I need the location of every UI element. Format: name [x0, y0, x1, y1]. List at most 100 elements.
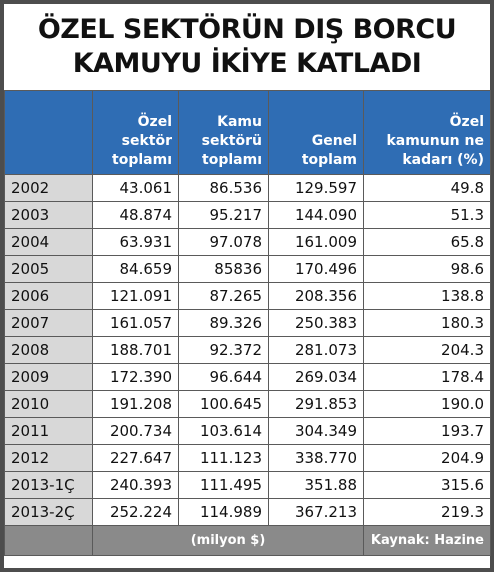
year-cell: 2011 [4, 417, 93, 445]
header-text: Özel [449, 114, 484, 130]
header-text: Kamu [217, 114, 262, 130]
year-cell: 2013-1Ç [4, 471, 93, 499]
table-row: 2008 188.701 92.372 281.073 204.3 [4, 336, 491, 364]
value-cell: 98.6 [363, 255, 491, 283]
value-cell: 97.078 [178, 228, 269, 256]
value-cell: 304.349 [268, 417, 364, 445]
title-line: ÖZEL SEKTÖRÜN DIŞ BORCU [37, 14, 457, 45]
data-table: Özel sektör toplamı Kamu sektörü toplamı Genel… [4, 90, 491, 556]
value-cell: 129.597 [268, 174, 364, 202]
year-cell: 2009 [4, 363, 93, 391]
value-cell: 87.265 [178, 282, 269, 310]
title-line: KAMUYU İKİYE KATLADI [72, 48, 422, 79]
header-text: sektör [121, 133, 172, 149]
value-cell: 103.614 [178, 417, 269, 445]
title: ÖZEL SEKTÖRÜN DIŞ BORCU KAMUYU İKİYE KAT… [4, 4, 490, 90]
value-cell: 85836 [178, 255, 269, 283]
value-cell: 200.734 [92, 417, 179, 445]
value-cell: 51.3 [363, 201, 491, 229]
value-cell: 48.874 [92, 201, 179, 229]
footer-row: (milyon $) Kaynak: Hazine [4, 525, 491, 556]
year-cell: 2005 [4, 255, 93, 283]
header-cell: Kamu sektörü toplamı [178, 90, 269, 175]
table-row: 2002 43.061 86.536 129.597 49.8 [4, 174, 491, 202]
table-row: 2006 121.091 87.265 208.356 138.8 [4, 282, 491, 310]
value-cell: 138.8 [363, 282, 491, 310]
value-cell: 111.495 [178, 471, 269, 499]
value-cell: 219.3 [363, 498, 491, 526]
year-cell: 2010 [4, 390, 93, 418]
value-cell: 121.091 [92, 282, 179, 310]
header-text: toplam [301, 152, 357, 168]
source-label: Kaynak: Hazine [363, 525, 491, 556]
header-cell [4, 90, 93, 175]
unit-label: (milyon $) [92, 525, 364, 556]
year-cell: 2007 [4, 309, 93, 337]
value-cell: 144.090 [268, 201, 364, 229]
value-cell: 172.390 [92, 363, 179, 391]
value-cell: 250.383 [268, 309, 364, 337]
value-cell: 367.213 [268, 498, 364, 526]
header-text: kadarı (%) [402, 152, 484, 168]
table-row: 2013-2Ç 252.224 114.989 367.213 219.3 [4, 498, 491, 526]
header-cell: Özel sektör toplamı [92, 90, 179, 175]
header-text: Genel [311, 133, 357, 149]
year-cell: 2003 [4, 201, 93, 229]
header-text: toplamı [112, 152, 172, 168]
value-cell: 84.659 [92, 255, 179, 283]
value-cell: 269.034 [268, 363, 364, 391]
value-cell: 193.7 [363, 417, 491, 445]
value-cell: 338.770 [268, 444, 364, 472]
table-row: 2010 191.208 100.645 291.853 190.0 [4, 390, 491, 418]
value-cell: 190.0 [363, 390, 491, 418]
value-cell: 191.208 [92, 390, 179, 418]
value-cell: 351.88 [268, 471, 364, 499]
year-cell: 2006 [4, 282, 93, 310]
value-cell: 100.645 [178, 390, 269, 418]
header-text: kamunun ne [386, 133, 484, 149]
table-row: 2005 84.659 85836 170.496 98.6 [4, 255, 491, 283]
table-row: 2004 63.931 97.078 161.009 65.8 [4, 228, 491, 256]
year-cell: 2013-2Ç [4, 498, 93, 526]
table-row: 2013-1Ç 240.393 111.495 351.88 315.6 [4, 471, 491, 499]
value-cell: 240.393 [92, 471, 179, 499]
value-cell: 252.224 [92, 498, 179, 526]
year-cell: 2004 [4, 228, 93, 256]
value-cell: 49.8 [363, 174, 491, 202]
value-cell: 96.644 [178, 363, 269, 391]
header-cell: Özel kamunun ne kadarı (%) [363, 90, 491, 175]
header-text: Özel [137, 114, 172, 130]
value-cell: 170.496 [268, 255, 364, 283]
table-row: 2003 48.874 95.217 144.090 51.3 [4, 201, 491, 229]
value-cell: 204.9 [363, 444, 491, 472]
value-cell: 161.057 [92, 309, 179, 337]
value-cell: 208.356 [268, 282, 364, 310]
value-cell: 63.931 [92, 228, 179, 256]
value-cell: 95.217 [178, 201, 269, 229]
value-cell: 111.123 [178, 444, 269, 472]
value-cell: 281.073 [268, 336, 364, 364]
footer-cell [4, 525, 93, 556]
header-text: sektörü [201, 133, 262, 149]
value-cell: 204.3 [363, 336, 491, 364]
value-cell: 178.4 [363, 363, 491, 391]
year-cell: 2012 [4, 444, 93, 472]
value-cell: 86.536 [178, 174, 269, 202]
year-cell: 2008 [4, 336, 93, 364]
table-row: 2012 227.647 111.123 338.770 204.9 [4, 444, 491, 472]
value-cell: 92.372 [178, 336, 269, 364]
value-cell: 315.6 [363, 471, 491, 499]
value-cell: 291.853 [268, 390, 364, 418]
value-cell: 89.326 [178, 309, 269, 337]
value-cell: 180.3 [363, 309, 491, 337]
value-cell: 114.989 [178, 498, 269, 526]
header-cell: Genel toplam [268, 90, 364, 175]
value-cell: 43.061 [92, 174, 179, 202]
header-text: toplamı [202, 152, 262, 168]
header-row: Özel sektör toplamı Kamu sektörü toplamı Genel… [4, 90, 491, 175]
value-cell: 227.647 [92, 444, 179, 472]
table-row: 2011 200.734 103.614 304.349 193.7 [4, 417, 491, 445]
year-cell: 2002 [4, 174, 93, 202]
value-cell: 188.701 [92, 336, 179, 364]
